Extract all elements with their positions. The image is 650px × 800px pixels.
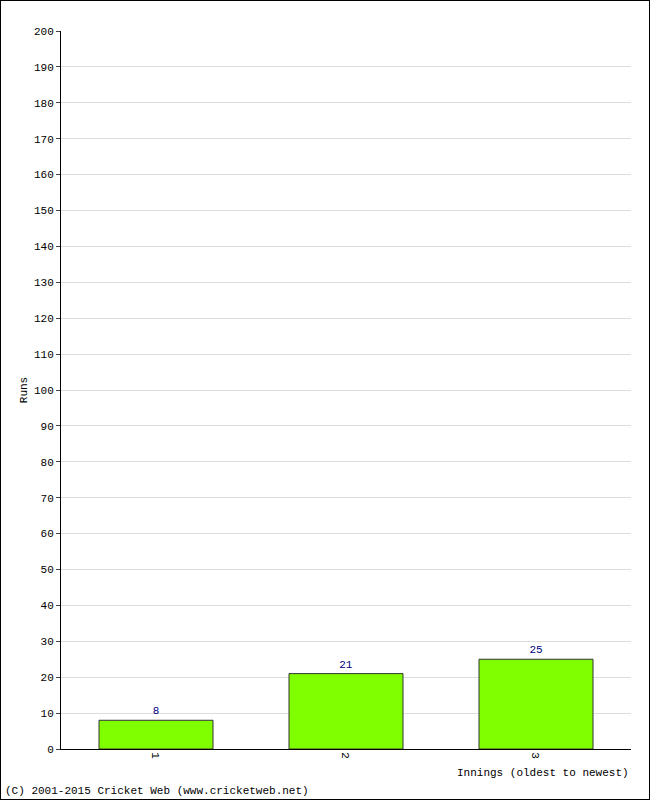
svg-text:0: 0 [47,744,54,756]
svg-text:150: 150 [34,205,54,217]
svg-text:2: 2 [339,752,351,759]
svg-text:50: 50 [41,564,54,576]
svg-text:21: 21 [339,659,353,671]
svg-text:100: 100 [34,385,54,397]
svg-text:8: 8 [153,705,160,717]
svg-text:90: 90 [41,421,54,433]
svg-text:200: 200 [34,26,54,38]
svg-text:10: 10 [41,708,54,720]
svg-text:(C) 2001-2015 Cricket Web (www: (C) 2001-2015 Cricket Web (www.cricketwe… [5,785,309,797]
svg-text:Innings (oldest to newest): Innings (oldest to newest) [457,767,629,779]
svg-text:25: 25 [529,644,542,656]
svg-text:60: 60 [41,528,54,540]
svg-text:30: 30 [41,636,54,648]
svg-text:70: 70 [41,493,54,505]
svg-text:170: 170 [34,134,54,146]
svg-text:160: 160 [34,169,54,181]
svg-text:80: 80 [41,457,54,469]
svg-text:190: 190 [34,62,54,74]
svg-text:140: 140 [34,241,54,253]
svg-text:Runs: Runs [18,377,30,403]
svg-text:40: 40 [41,600,54,612]
svg-text:130: 130 [34,277,54,289]
svg-text:120: 120 [34,313,54,325]
svg-text:3: 3 [529,752,541,759]
svg-text:1: 1 [149,752,161,759]
svg-text:20: 20 [41,672,54,684]
svg-text:180: 180 [34,98,54,110]
svg-text:110: 110 [34,349,54,361]
